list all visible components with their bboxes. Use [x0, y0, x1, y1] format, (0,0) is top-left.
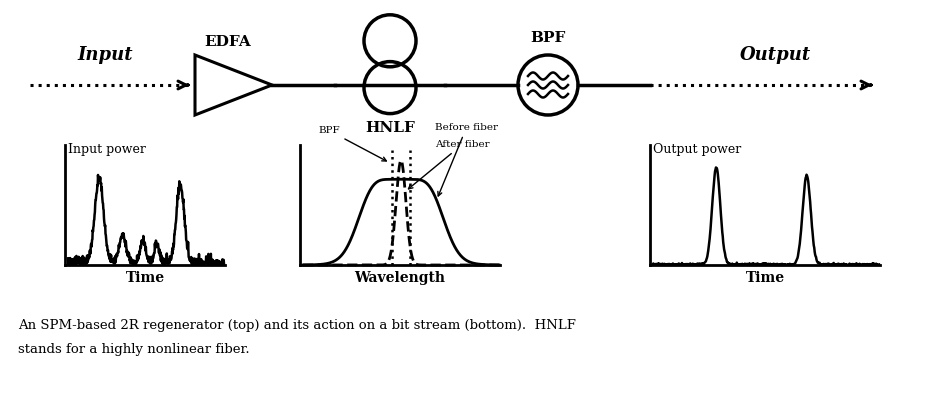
Text: BPF: BPF [531, 31, 566, 45]
Text: Time: Time [745, 271, 785, 285]
Text: An SPM-based 2R regenerator (top) and its action on a bit stream (bottom).  HNLF: An SPM-based 2R regenerator (top) and it… [18, 318, 576, 332]
Text: Input power: Input power [68, 143, 146, 156]
Text: Time: Time [125, 271, 165, 285]
Text: Output: Output [740, 46, 810, 64]
Text: BPF: BPF [318, 126, 387, 161]
Text: Input: Input [77, 46, 133, 64]
Text: After fiber: After fiber [408, 140, 489, 189]
Text: Output power: Output power [653, 143, 742, 156]
Text: Wavelength: Wavelength [355, 271, 445, 285]
Text: stands for a highly nonlinear fiber.: stands for a highly nonlinear fiber. [18, 343, 249, 356]
Text: Before fiber: Before fiber [435, 123, 498, 196]
Text: EDFA: EDFA [204, 35, 251, 49]
Text: HNLF: HNLF [365, 121, 415, 135]
